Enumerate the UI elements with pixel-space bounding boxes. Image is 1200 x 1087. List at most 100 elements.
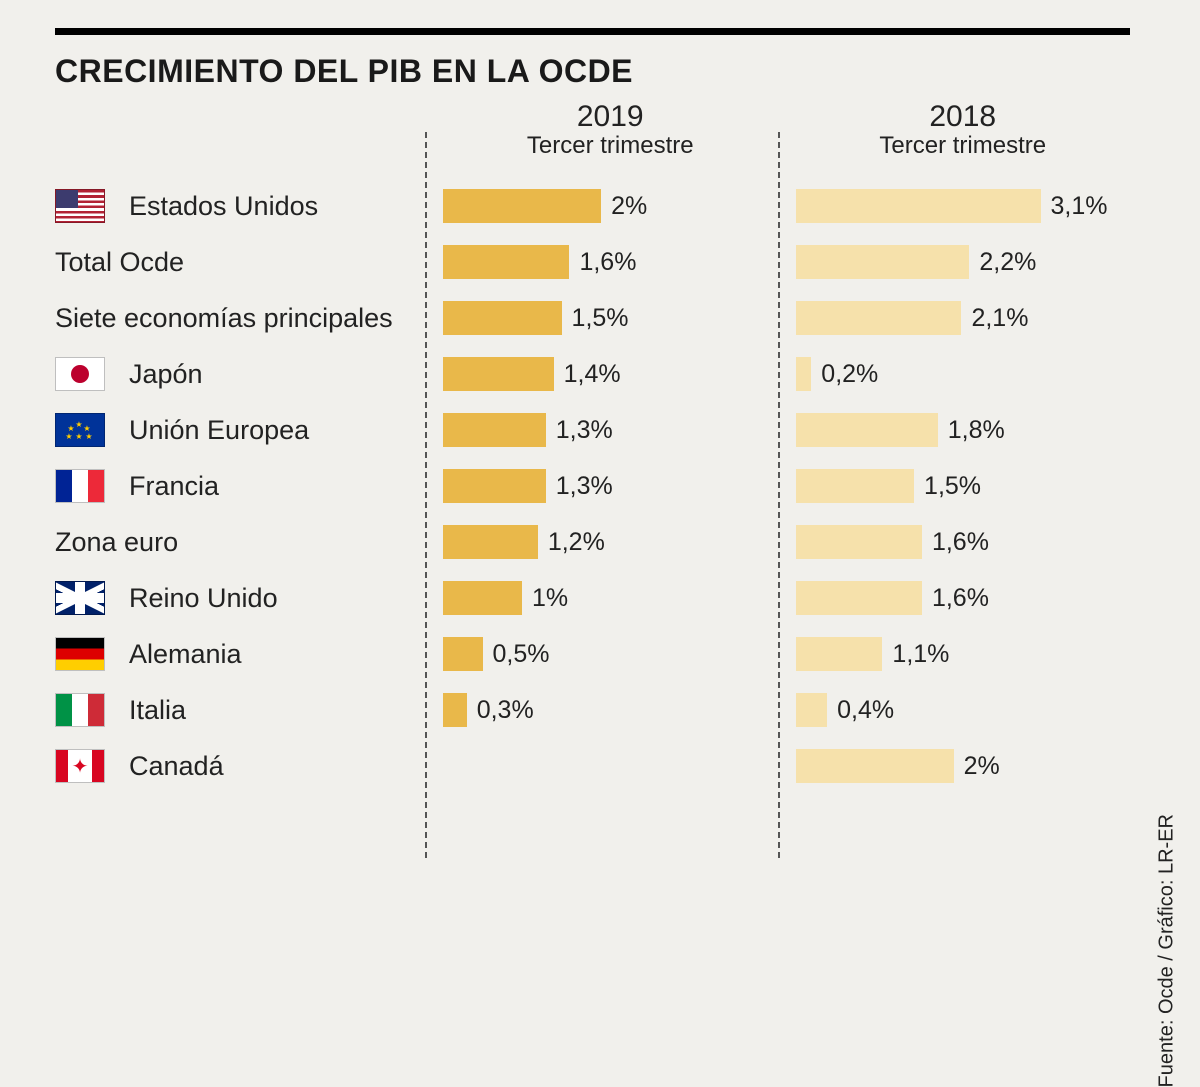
bar-value-label: 1,3% (556, 416, 613, 445)
row-label-text: Unión Europea (129, 415, 309, 446)
bar-value-label: 0,5% (493, 640, 550, 669)
bar-value-label: 2,2% (979, 248, 1036, 277)
it-flag-icon (55, 693, 105, 727)
bar-cell: 1,8% (778, 413, 1131, 447)
bar-cell: 1,3% (425, 469, 778, 503)
row-label-text: Francia (129, 471, 219, 502)
bar-cell: 2,2% (778, 245, 1131, 279)
bar-value-label: 1% (532, 584, 568, 613)
bar (796, 469, 915, 503)
bar (443, 637, 483, 671)
bar-cell: 0,2% (778, 357, 1131, 391)
bar-value-label: 1,6% (579, 248, 636, 277)
bar-cell: 2% (778, 749, 1131, 783)
year-label-2018: 2018 (796, 100, 1131, 134)
row-label: Reino Unido (55, 581, 425, 615)
table-row: Zona euro 1,2% 1,6% (55, 514, 1130, 570)
bar-value-label: 0,3% (477, 696, 534, 725)
bar-cell: 1,2% (425, 525, 778, 559)
table-row: Estados Unidos 2% 3,1% (55, 178, 1130, 234)
table-row: Italia 0,3% 0,4% (55, 682, 1130, 738)
bar-cell: 1,6% (425, 245, 778, 279)
bar-value-label: 1,4% (564, 360, 621, 389)
bar-cell: 0,5% (425, 637, 778, 671)
table-row: Reino Unido 1% 1,6% (55, 570, 1130, 626)
table-row: Japón 1,4% 0,2% (55, 346, 1130, 402)
bar (443, 469, 546, 503)
bar-cell: 3,1% (778, 189, 1131, 223)
bar (443, 693, 467, 727)
row-label: Zona euro (55, 527, 425, 558)
bar-cell: 1,1% (778, 637, 1131, 671)
source-credit: Fuente: Ocde / Gráfico: LR-ER (1155, 814, 1178, 1087)
row-label: Japón (55, 357, 425, 391)
column-divider-1 (425, 132, 427, 858)
de-flag-icon (55, 637, 105, 671)
bar (796, 749, 954, 783)
table-row: Total Ocde 1,6% 2,2% (55, 234, 1130, 290)
bar-value-label: 1,8% (948, 416, 1005, 445)
bar (796, 413, 938, 447)
bar (796, 637, 883, 671)
bar-value-label: 1,6% (932, 528, 989, 557)
row-label-text: Siete economías principales (55, 303, 393, 334)
column-divider-2 (778, 132, 780, 858)
bar-cell: 2% (425, 189, 778, 223)
bar-cell (425, 749, 778, 783)
row-label-text: Japón (129, 359, 203, 390)
bar-value-label: 2% (964, 752, 1000, 781)
row-label-text: Alemania (129, 639, 242, 670)
us-flag-icon (55, 189, 105, 223)
bar (796, 525, 922, 559)
bar-value-label: 0,2% (821, 360, 878, 389)
bar-cell: 1,5% (778, 469, 1131, 503)
column-header-2019: 2019 Tercer trimestre (425, 100, 778, 160)
bar (443, 581, 522, 615)
bar-value-label: 2,1% (971, 304, 1028, 333)
bar-cell: 1% (425, 581, 778, 615)
row-label-text: Reino Unido (129, 583, 278, 614)
bar-value-label: 1,6% (932, 584, 989, 613)
bar (443, 189, 601, 223)
quarter-label-2019: Tercer trimestre (443, 132, 778, 160)
bar-cell: 0,3% (425, 693, 778, 727)
uk-flag-icon (55, 581, 105, 615)
table-row: Francia 1,3% 1,5% (55, 458, 1130, 514)
bar (443, 413, 546, 447)
quarter-label-2018: Tercer trimestre (796, 132, 1131, 160)
row-label: Alemania (55, 637, 425, 671)
bar (443, 245, 569, 279)
table-row: Alemania 0,5% 1,1% (55, 626, 1130, 682)
bar-value-label: 2% (611, 192, 647, 221)
chart-container: CRECIMIENTO DEL PIB EN LA OCDE 2019 Terc… (0, 0, 1200, 814)
bar-value-label: 1,2% (548, 528, 605, 557)
bar-value-label: 1,5% (572, 304, 629, 333)
bar-cell: 1,3% (425, 413, 778, 447)
jp-flag-icon (55, 357, 105, 391)
bar-value-label: 1,3% (556, 472, 613, 501)
bar-cell: 1,6% (778, 525, 1131, 559)
row-label-text: Italia (129, 695, 186, 726)
row-label: Unión Europea (55, 413, 425, 447)
eu-flag-icon (55, 413, 105, 447)
bar-value-label: 1,5% (924, 472, 981, 501)
row-label: Estados Unidos (55, 189, 425, 223)
bar-value-label: 3,1% (1051, 192, 1108, 221)
bar-cell: 1,4% (425, 357, 778, 391)
bar-cell: 1,5% (425, 301, 778, 335)
bar-cell: 0,4% (778, 693, 1131, 727)
chart-title: CRECIMIENTO DEL PIB EN LA OCDE (55, 53, 1130, 90)
bar (796, 301, 962, 335)
bar (443, 301, 562, 335)
bar (796, 245, 970, 279)
column-headers: 2019 Tercer trimestre 2018 Tercer trimes… (55, 100, 1130, 160)
table-row: Canadá 2% (55, 738, 1130, 794)
bar-value-label: 1,1% (892, 640, 949, 669)
table-row: Unión Europea 1,3% 1,8% (55, 402, 1130, 458)
row-label-text: Canadá (129, 751, 224, 782)
row-label: Canadá (55, 749, 425, 783)
row-label-text: Total Ocde (55, 247, 184, 278)
row-label-text: Estados Unidos (129, 191, 318, 222)
column-header-2018: 2018 Tercer trimestre (778, 100, 1131, 160)
bar (443, 357, 554, 391)
